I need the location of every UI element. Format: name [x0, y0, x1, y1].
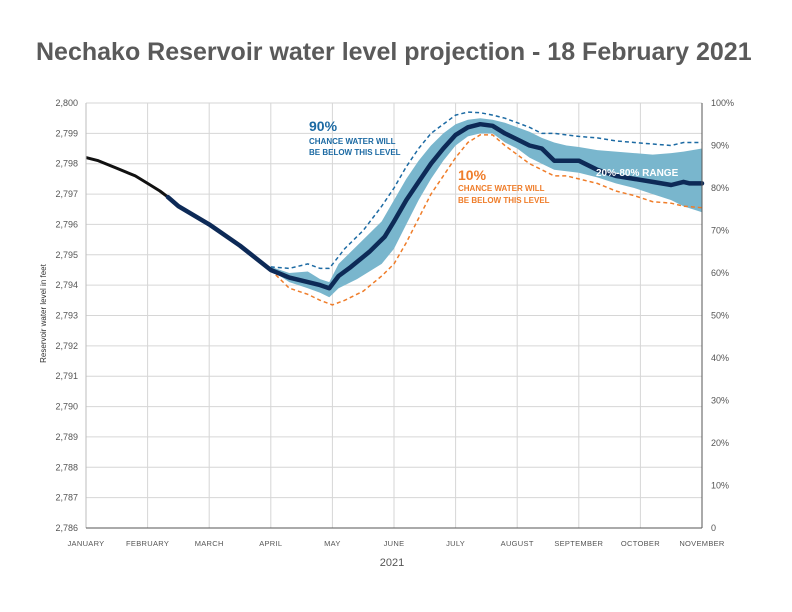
- range-annotation-label: 20%-80% RANGE: [596, 168, 679, 179]
- month-label: APRIL: [259, 539, 282, 548]
- y-axis-title: Reservoir water level in feet: [39, 263, 48, 362]
- y-tick-label: 2,799: [55, 128, 78, 138]
- y-tick-label: 2,798: [55, 159, 78, 169]
- month-label: AUGUST: [501, 539, 534, 548]
- y-tick-label: 2,793: [55, 311, 78, 321]
- month-label: JANUARY: [68, 539, 105, 548]
- y-tick-label: 2,788: [55, 462, 78, 472]
- y-tick-label: 2,789: [55, 432, 78, 442]
- y-tick-label: 2,790: [55, 402, 78, 412]
- y2-tick-label: 70%: [711, 226, 729, 236]
- y2-tick-label: 30%: [711, 396, 729, 406]
- y-tick-label: 2,787: [55, 493, 78, 503]
- month-label: NOVEMBER: [679, 539, 725, 548]
- median-line: [165, 121, 705, 291]
- y2-tick-label: 40%: [711, 353, 729, 363]
- month-label: JUNE: [384, 539, 405, 548]
- y2-tick-label: 80%: [711, 183, 729, 193]
- month-label: FEBRUARY: [126, 539, 169, 548]
- y2-tick-label: 90%: [711, 141, 729, 151]
- range-band-20-80: [270, 118, 702, 298]
- p90-line: [270, 111, 702, 270]
- p10-annotation-line1: CHANCE WATER WILL: [458, 184, 545, 193]
- y-tick-label: 2,796: [55, 219, 78, 229]
- month-label: MARCH: [195, 539, 224, 548]
- p90-annotation-percent: 90%: [309, 118, 338, 134]
- y2-tick-label: 60%: [711, 268, 729, 278]
- month-label: OCTOBER: [621, 539, 660, 548]
- p90-annotation-line1: CHANCE WATER WILL: [309, 137, 396, 146]
- observed-line: [85, 156, 169, 199]
- y-tick-label: 2,786: [55, 523, 78, 533]
- month-label: MAY: [324, 539, 341, 548]
- y-tick-label: 2,795: [55, 250, 78, 260]
- range-layer: [270, 118, 702, 298]
- y-tick-label: 2,792: [55, 341, 78, 351]
- y2-tick-label: 0: [711, 523, 716, 533]
- annot-layer: 90% CHANCE WATER WILL BE BELOW THIS LEVEL 1…: [309, 118, 679, 205]
- month-label: JULY: [446, 539, 465, 548]
- y2-tick-label: 50%: [711, 311, 729, 321]
- p90-annotation-line2: BE BELOW THIS LEVEL: [309, 148, 401, 157]
- chart-title: Nechako Reservoir water level projection…: [36, 38, 752, 66]
- y2-tick-label: 100%: [711, 98, 734, 108]
- y-tick-label: 2,791: [55, 371, 78, 381]
- month-label: SEPTEMBER: [554, 539, 603, 548]
- x-axis-title: 2021: [380, 557, 404, 569]
- p10-line: [270, 134, 703, 306]
- lines-layer: [85, 111, 705, 306]
- axis-layer: 2,786 2,787 2,788 2,789 2,790 2,791 2,792 2,793…: [39, 98, 734, 569]
- p10-annotation-line2: BE BELOW THIS LEVEL: [458, 196, 550, 205]
- y2-tick-label: 20%: [711, 438, 729, 448]
- p10-annotation-percent: 10%: [458, 167, 487, 183]
- y2-tick-label: 10%: [711, 481, 729, 491]
- y-tick-label: 2,794: [55, 280, 78, 290]
- y-tick-label: 2,800: [55, 98, 78, 108]
- y-tick-label: 2,797: [55, 189, 78, 199]
